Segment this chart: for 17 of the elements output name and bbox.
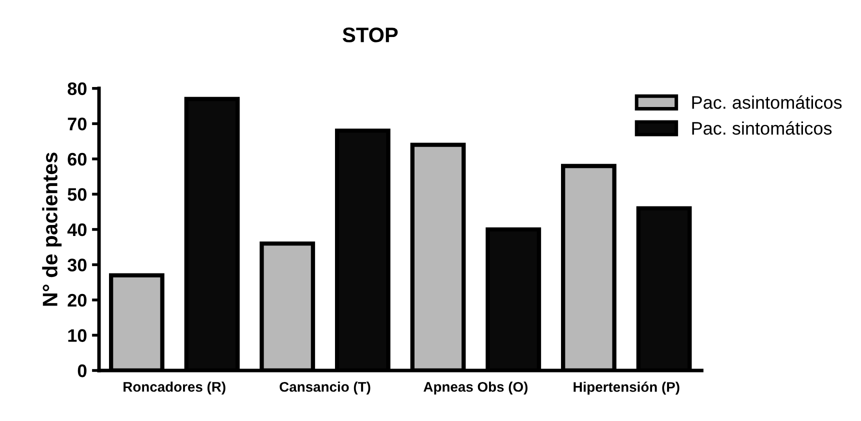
x-tick-label: Apneas Obs (O) (424, 382, 528, 395)
chart-title: STOP (342, 28, 398, 42)
y-axis-title: N° de pacientes (42, 152, 62, 306)
y-tick-label: 30 (68, 258, 86, 272)
y-tick-label: 40 (67, 223, 86, 236)
legend-label: Pac. asintomáticos (692, 95, 842, 109)
legend-label: Pac. sintomáticos (692, 121, 832, 135)
y-tick-label: 0 (78, 364, 86, 378)
y-tick-label: 80 (68, 82, 86, 96)
y-tick-label: 20 (68, 294, 86, 307)
y-tick-label: 60 (68, 152, 86, 166)
x-tick-label: Roncadores (R) (124, 382, 226, 395)
x-tick-label: Hipertensión (P) (574, 382, 680, 395)
y-tick-label: 70 (68, 118, 86, 130)
y-tick-label: 10 (68, 329, 86, 342)
x-tick-label: Cansancio (T) (280, 382, 370, 395)
y-tick-label: 50 (68, 188, 86, 201)
